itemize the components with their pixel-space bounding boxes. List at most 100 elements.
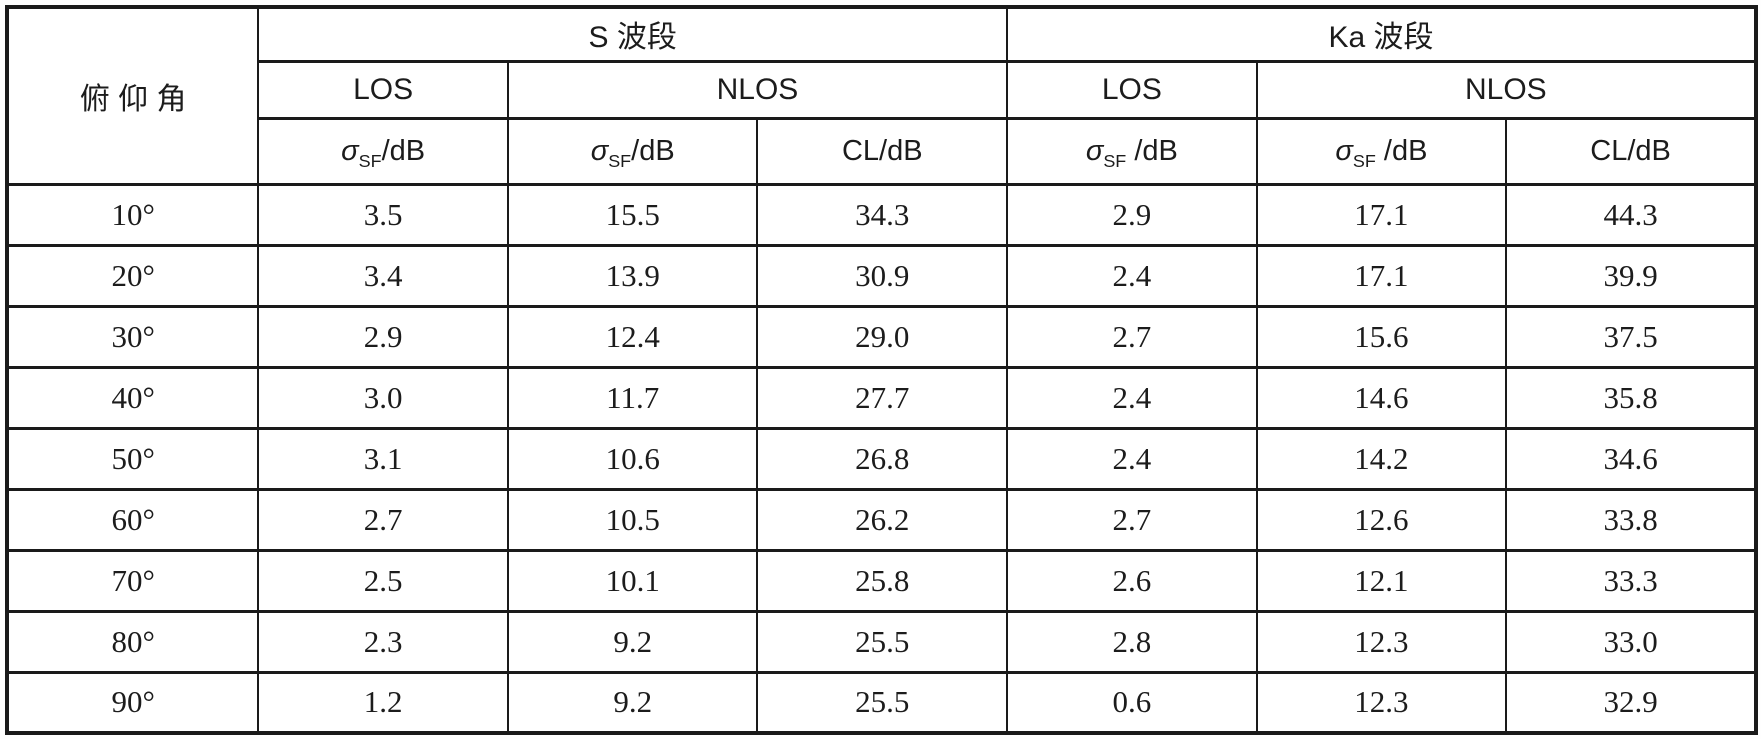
value-cell: 17.1	[1255, 243, 1508, 308]
table-row: 40° 3.0 11.7 27.7 2.4 14.6 35.8	[5, 365, 1757, 430]
sigma-sf-unit-header: σSF /dB	[1255, 116, 1508, 186]
value-cell: 15.5	[506, 182, 759, 247]
cl-unit-header: CL/dB	[1505, 116, 1757, 186]
s-nlos-header: NLOS	[506, 59, 1009, 120]
value-cell: 14.6	[1255, 365, 1508, 430]
value-cell: 0.6	[1006, 670, 1258, 735]
value-cell: 25.5	[756, 609, 1009, 674]
cl-unit-header: CL/dB	[756, 116, 1009, 186]
s-band-header: S 波段	[257, 5, 1009, 63]
value-cell: 12.1	[1255, 548, 1508, 613]
table-row: 80° 2.3 9.2 25.5 2.8 12.3 33.0	[5, 609, 1757, 674]
table-row: 30° 2.9 12.4 29.0 2.7 15.6 37.5	[5, 304, 1757, 369]
value-cell: 35.8	[1505, 365, 1757, 430]
angle-cell: 80°	[5, 609, 260, 674]
value-cell: 39.9	[1505, 243, 1757, 308]
angle-cell: 10°	[5, 182, 260, 247]
value-cell: 25.8	[756, 548, 1009, 613]
value-cell: 2.7	[1006, 304, 1258, 369]
sigma-symbol: σ	[590, 134, 609, 167]
value-cell: 2.6	[1006, 548, 1258, 613]
sigma-sf-unit-header: σSF/dB	[506, 116, 759, 186]
value-cell: 2.3	[257, 609, 509, 674]
sigma-symbol: σ	[1085, 134, 1104, 167]
los-nlos-header-row: LOS NLOS LOS NLOS	[7, 59, 1758, 120]
value-cell: 2.7	[257, 487, 509, 552]
value-cell: 34.6	[1505, 426, 1757, 491]
value-cell: 12.3	[1255, 609, 1508, 674]
angle-cell: 60°	[5, 487, 260, 552]
value-cell: 2.9	[257, 304, 509, 369]
table-row: 20° 3.4 13.9 30.9 2.4 17.1 39.9	[5, 243, 1757, 308]
value-cell: 2.8	[1006, 609, 1258, 674]
value-cell: 2.4	[1006, 426, 1258, 491]
value-cell: 2.4	[1006, 243, 1258, 308]
value-cell: 9.2	[506, 670, 759, 735]
unit-header-row: σSF/dB σSF/dB CL/dB σSF /dB σSF /dB CL/dB	[7, 116, 1757, 186]
sigma-symbol: σ	[341, 134, 359, 167]
value-cell: 2.9	[1006, 182, 1258, 247]
value-cell: 2.5	[257, 548, 509, 613]
value-cell: 10.5	[506, 487, 759, 552]
table-row: 60° 2.7 10.5 26.2 2.7 12.6 33.8	[5, 487, 1757, 552]
value-cell: 11.7	[506, 365, 759, 430]
value-cell: 33.8	[1505, 487, 1757, 552]
sigma-subscript: SF	[608, 150, 632, 171]
value-cell: 3.4	[257, 243, 509, 308]
value-cell: 44.3	[1505, 182, 1757, 247]
value-cell: 37.5	[1505, 304, 1757, 369]
angle-cell: 40°	[5, 365, 260, 430]
elevation-angle-header: 俯 仰 角	[5, 5, 260, 186]
value-cell: 25.5	[756, 670, 1009, 735]
table-row: 70° 2.5 10.1 25.8 2.6 12.1 33.3	[5, 548, 1757, 613]
table-row: 50° 3.1 10.6 26.8 2.4 14.2 34.6	[5, 426, 1757, 491]
sigma-symbol: σ	[1335, 134, 1353, 167]
unit-suffix: /dB	[1126, 134, 1178, 167]
angle-cell: 30°	[5, 304, 260, 369]
unit-suffix: /dB	[631, 134, 675, 167]
sigma-subscript: SF	[1103, 150, 1127, 171]
value-cell: 34.3	[756, 182, 1009, 247]
band-header-row: 俯 仰 角 S 波段 Ka 波段	[5, 5, 1757, 186]
table-row: 10° 3.5 15.5 34.3 2.9 17.1 44.3	[5, 182, 1757, 247]
table-row: 90° 1.2 9.2 25.5 0.6 12.3 32.9	[5, 670, 1757, 735]
angle-cell: 50°	[5, 426, 260, 491]
value-cell: 12.6	[1255, 487, 1508, 552]
value-cell: 12.3	[1255, 670, 1508, 735]
value-cell: 3.1	[257, 426, 509, 491]
sigma-sf-unit-header: σSF/dB	[257, 116, 509, 186]
value-cell: 32.9	[1505, 670, 1757, 735]
value-cell: 3.0	[257, 365, 509, 430]
value-cell: 1.2	[257, 670, 509, 735]
angle-cell: 20°	[5, 243, 260, 308]
unit-suffix: /dB	[381, 134, 426, 167]
value-cell: 13.9	[506, 243, 759, 308]
value-cell: 10.6	[506, 426, 759, 491]
value-cell: 3.5	[257, 182, 509, 247]
s-los-header: LOS	[257, 59, 509, 120]
shadow-fading-table: 俯 仰 角 S 波段 Ka 波段 LOS NLOS LOS NLOS σSF/d…	[5, 5, 1758, 735]
angle-cell: 70°	[5, 548, 260, 613]
value-cell: 14.2	[1255, 426, 1508, 491]
value-cell: 15.6	[1255, 304, 1508, 369]
value-cell: 30.9	[756, 243, 1009, 308]
value-cell: 2.4	[1006, 365, 1258, 430]
unit-suffix: /dB	[1375, 134, 1428, 167]
value-cell: 26.8	[756, 426, 1009, 491]
ka-band-header: Ka 波段	[1006, 5, 1757, 63]
value-cell: 26.2	[756, 487, 1009, 552]
value-cell: 29.0	[756, 304, 1009, 369]
value-cell: 27.7	[756, 365, 1009, 430]
sigma-sf-unit-header: σSF /dB	[1006, 116, 1258, 186]
angle-cell: 90°	[5, 670, 260, 735]
sigma-subscript: SF	[1352, 150, 1376, 171]
sigma-subscript: SF	[358, 150, 382, 171]
value-cell: 12.4	[506, 304, 759, 369]
value-cell: 33.3	[1505, 548, 1757, 613]
ka-nlos-header: NLOS	[1255, 59, 1758, 120]
value-cell: 2.7	[1006, 487, 1258, 552]
value-cell: 17.1	[1255, 182, 1508, 247]
value-cell: 10.1	[506, 548, 759, 613]
value-cell: 9.2	[506, 609, 759, 674]
